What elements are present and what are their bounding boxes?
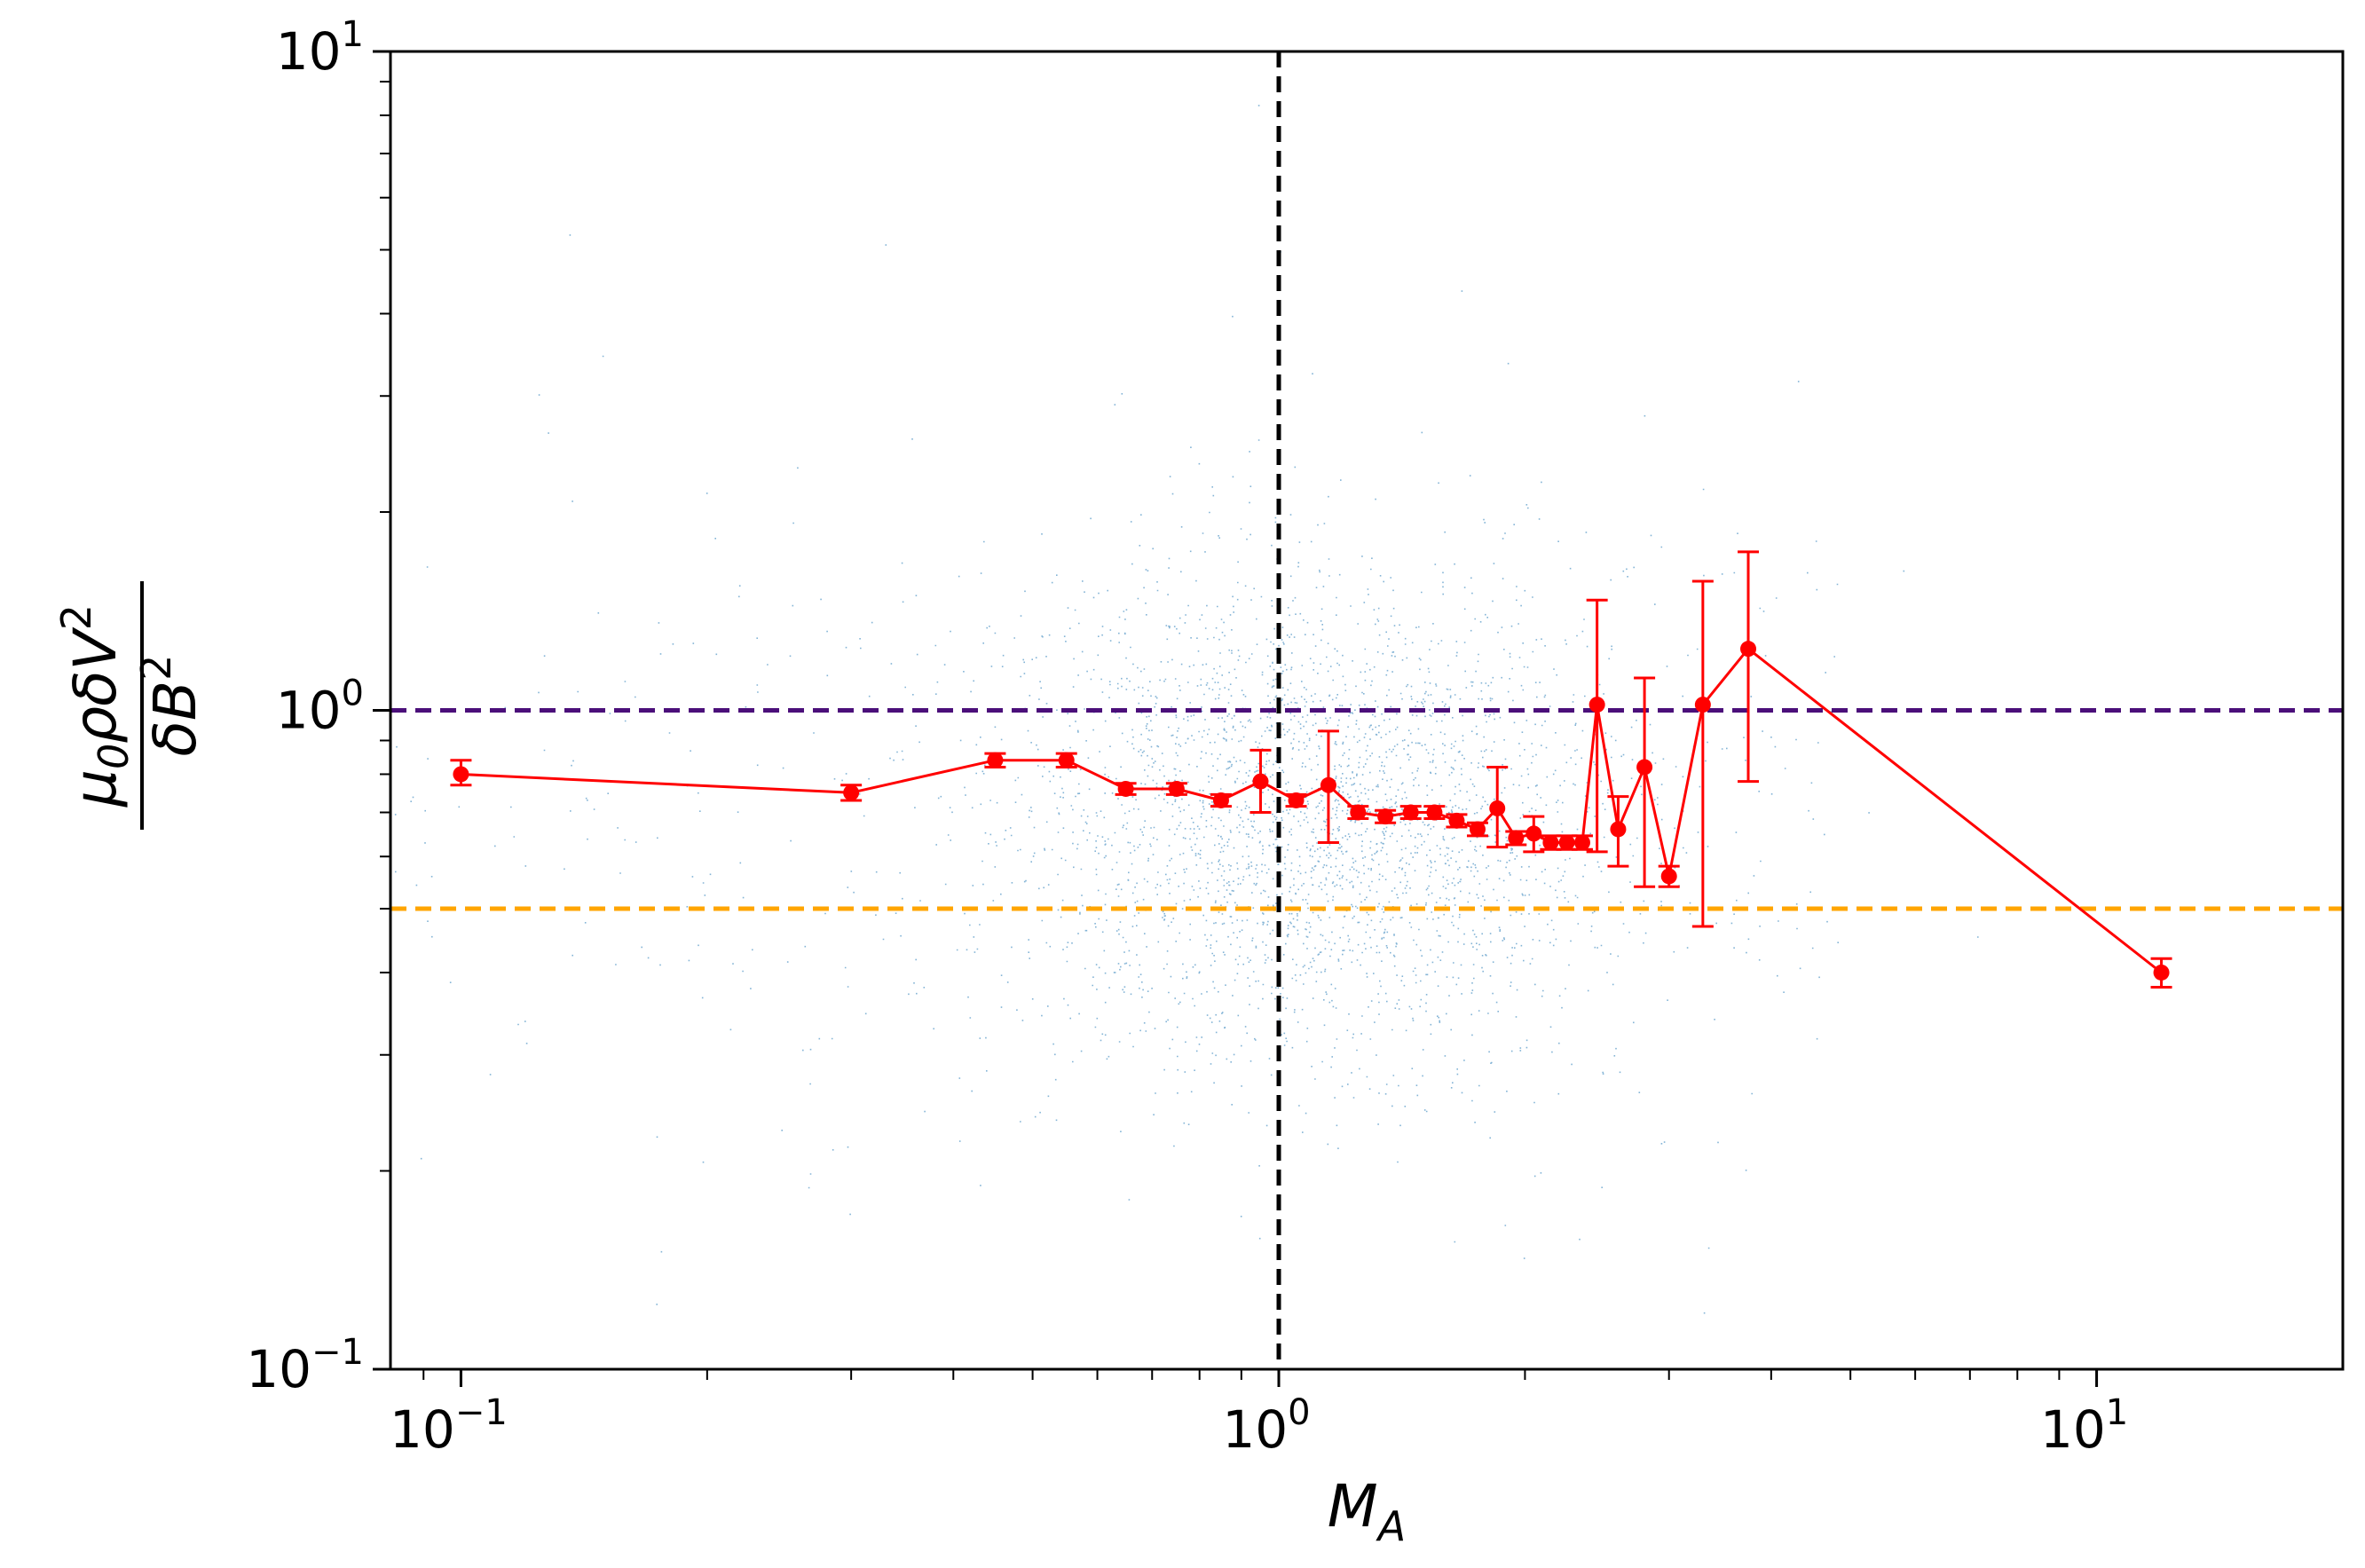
y-tick-label: 10−1 (246, 1332, 364, 1399)
data-marker (1610, 821, 1627, 838)
x-tick-label: 101 (2040, 1392, 2128, 1460)
data-marker (1542, 834, 1559, 851)
data-marker (1252, 773, 1269, 790)
data-marker (1489, 800, 1506, 816)
data-marker (1320, 776, 1336, 793)
data-marker (1660, 868, 1677, 885)
data-marker (1426, 804, 1443, 821)
y-tick-label: 100 (276, 674, 364, 741)
y-axis-numerator: μ0ρδV2 (52, 604, 138, 808)
series-point (2150, 957, 2172, 989)
series-point (1399, 804, 1422, 821)
x-axis-title: MA (1328, 1472, 1406, 1550)
data-marker (1168, 780, 1185, 797)
x-tick-label: 10−1 (390, 1392, 508, 1460)
data-marker (1288, 792, 1305, 808)
data-marker (1469, 821, 1486, 838)
y-axis-title: μ0ρδV2 δB2 (52, 581, 209, 830)
data-marker (1377, 808, 1394, 825)
series-point (984, 752, 1006, 768)
series-point (1055, 752, 1077, 768)
data-marker (1058, 752, 1075, 768)
data-marker (1588, 697, 1605, 713)
data-marker (1448, 812, 1465, 829)
data-marker (453, 766, 469, 783)
data-marker (987, 752, 1004, 768)
y-axis-denominator: δB2 (132, 655, 209, 757)
axis-titles: MA μ0ρδV2 δB2 (52, 581, 1406, 1550)
series-point (1486, 765, 1509, 849)
series-point (1586, 598, 1608, 854)
data-marker (1694, 697, 1711, 713)
binned-series (450, 550, 2172, 989)
series-point (1658, 864, 1680, 888)
series-point (1423, 804, 1446, 821)
series-point (1607, 795, 1629, 868)
data-marker (1350, 804, 1367, 821)
series-point (1738, 550, 1760, 784)
series-point (1446, 812, 1468, 829)
series-point (1165, 780, 1187, 797)
series-point (1505, 830, 1527, 847)
series-point (1115, 780, 1137, 797)
data-marker (1117, 780, 1134, 797)
data-marker (1212, 792, 1229, 808)
series-point (1317, 729, 1339, 844)
axis-ticks: 10−1 100 101 10−1 100 101 (246, 14, 2128, 1460)
data-marker (1508, 830, 1525, 847)
data-marker (2153, 964, 2170, 981)
data-marker (1636, 759, 1653, 776)
data-marker (843, 784, 860, 801)
series-point (1634, 676, 1656, 888)
series-point (1571, 834, 1593, 851)
y-tick-label: 101 (276, 14, 364, 82)
series-point (450, 759, 472, 787)
x-tick-label: 100 (1222, 1392, 1310, 1460)
reference-lines (390, 51, 2343, 1369)
data-marker (1740, 641, 1757, 658)
series-point (1691, 579, 1714, 928)
series-point (1466, 821, 1488, 838)
series-point (1347, 804, 1369, 821)
data-marker (1558, 834, 1575, 851)
series-point (1375, 808, 1397, 825)
series-point (1523, 815, 1545, 854)
data-marker (1402, 804, 1419, 821)
data-marker (1525, 825, 1542, 842)
series-point (1250, 748, 1272, 815)
series-point (1210, 792, 1232, 808)
series-point (840, 784, 863, 802)
series-point (1285, 792, 1307, 808)
data-marker (1573, 834, 1590, 851)
